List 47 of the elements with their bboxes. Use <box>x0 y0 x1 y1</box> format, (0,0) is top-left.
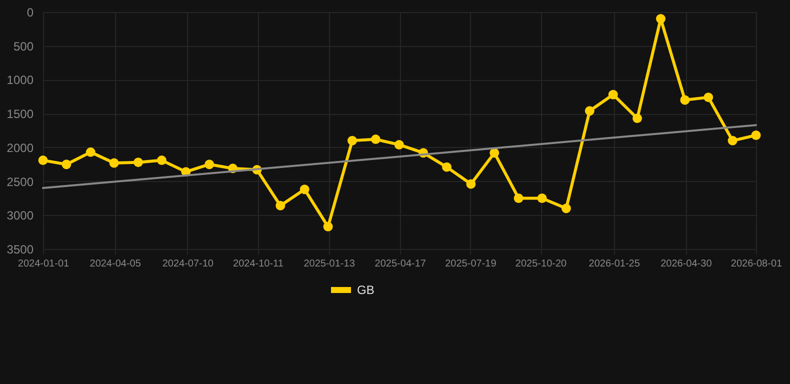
point <box>751 130 761 140</box>
x-tick-label: 2026-01-25 <box>588 258 640 270</box>
y-tick-label: 500 <box>13 39 34 54</box>
point <box>584 106 594 116</box>
x-tick-label: 2025-07-19 <box>445 258 497 270</box>
y-tick-label: 3500 <box>6 242 34 256</box>
point <box>490 148 500 158</box>
y-tick-label: 3000 <box>6 208 34 223</box>
point <box>656 14 666 24</box>
point <box>514 193 524 203</box>
point <box>300 184 310 194</box>
point <box>276 200 286 210</box>
point <box>323 222 333 232</box>
point <box>109 158 119 168</box>
x-tick-label: 2025-10-20 <box>515 258 568 270</box>
x-tick-label: 2024-07-10 <box>162 258 214 270</box>
y-tick-label: 1000 <box>6 73 34 88</box>
point <box>348 136 357 146</box>
point <box>704 92 714 102</box>
point <box>632 114 642 124</box>
point <box>680 95 690 105</box>
point <box>86 147 96 157</box>
point <box>466 179 476 189</box>
point <box>204 160 214 170</box>
x-tick-label: 2026-08-01 <box>730 258 783 270</box>
y-tick-label: 1500 <box>6 107 34 122</box>
point <box>62 160 72 170</box>
y-tick-label: 2500 <box>6 174 34 189</box>
point <box>442 162 452 172</box>
x-tick-label: 2024-01-01 <box>18 258 70 270</box>
point <box>134 158 144 168</box>
y-tick-label: 2000 <box>6 140 34 155</box>
x-tick-label: 2025-01-13 <box>304 258 356 270</box>
point <box>370 134 380 144</box>
x-tick-label: 2026-04-30 <box>660 258 712 270</box>
x-tick-label: 2025-04-17 <box>374 258 426 270</box>
point <box>38 156 48 166</box>
point <box>156 156 166 166</box>
x-tick-label: 2024-04-05 <box>90 258 142 270</box>
legend-label: GB <box>357 283 374 297</box>
point <box>561 204 571 214</box>
y-tick-label: 0 <box>26 6 34 20</box>
point <box>608 90 618 100</box>
x-tick-label: 2024-10-11 <box>233 258 284 270</box>
point <box>728 136 738 146</box>
point <box>537 193 547 203</box>
point <box>394 140 404 150</box>
